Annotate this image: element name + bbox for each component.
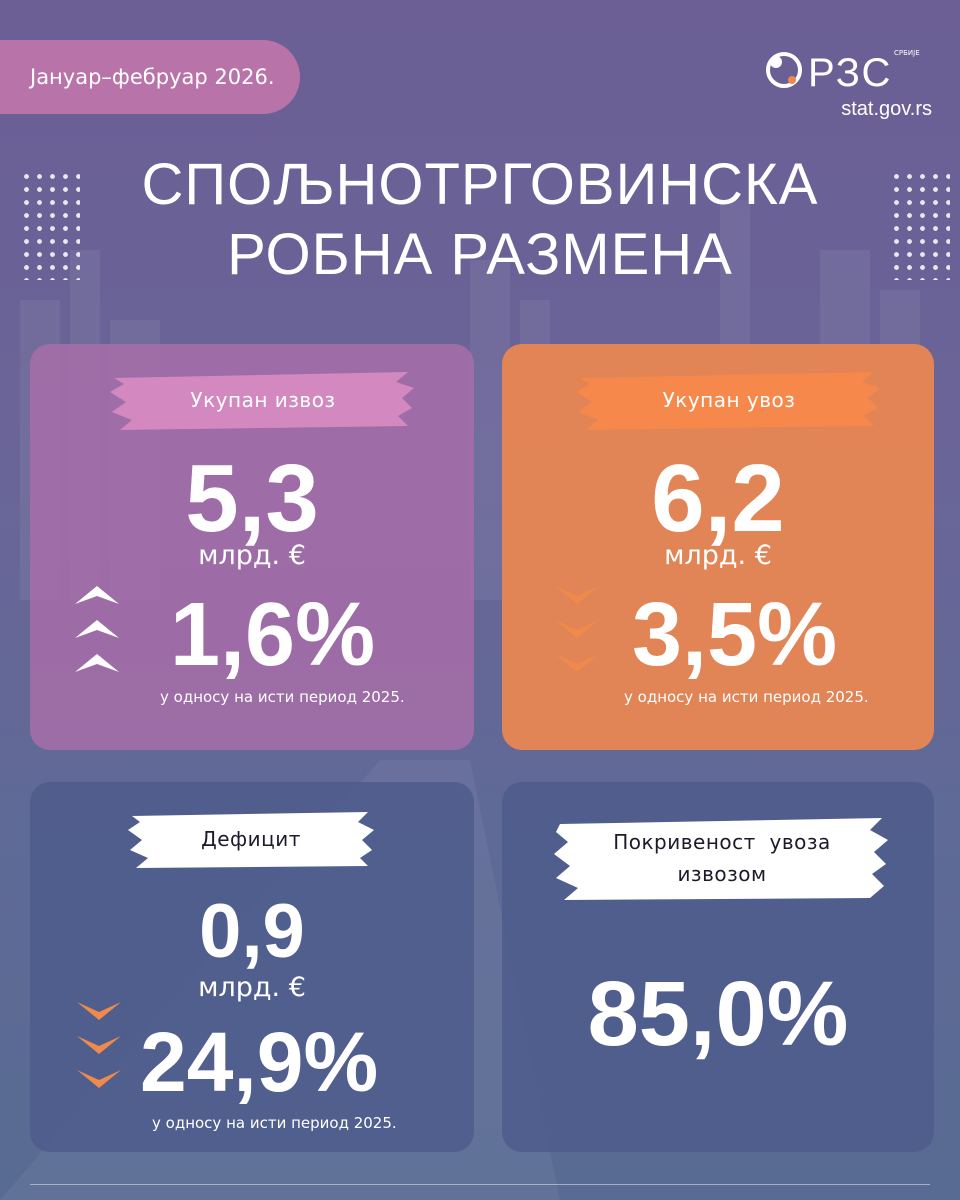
rzs-logo: РЗС СРБИЈЕ stat.gov.rs [762, 44, 932, 124]
import-label-brush: Укупан увоз [574, 368, 884, 432]
title-line-2: РОБНА РАЗМЕНА [227, 222, 733, 287]
coverage-value: 85,0% [587, 963, 849, 1065]
import-change: 3,5% [632, 585, 838, 685]
deficit-note: у односу на исти период 2025. [152, 1114, 397, 1132]
import-label: Укупан увоз [662, 388, 796, 412]
logo-mark: РЗС СРБИЈЕ [766, 49, 920, 92]
deficit-label-brush: Дефицит [126, 808, 376, 870]
coverage-label-brush: Покривеност увоза извозом [552, 814, 892, 902]
dots-right [890, 170, 950, 280]
export-card: Укупан извоз 5,3 млрд. € 1,6% у односу н… [30, 344, 474, 750]
coverage-label-line-1: Покривеност увоза [613, 830, 831, 854]
import-note: у односу на исти период 2025. [624, 688, 869, 706]
export-value: 5,3 [185, 445, 319, 552]
chevron-down-icon [555, 586, 599, 672]
import-value: 6,2 [651, 445, 785, 552]
page-title: СПОЉНОТРГОВИНСКА РОБНА РАЗМЕНА [0, 150, 960, 290]
import-card: Укупан увоз 6,2 млрд. € 3,5% у односу на… [502, 344, 934, 750]
deficit-label: Дефицит [201, 827, 301, 851]
svg-text:РЗС: РЗС [808, 51, 892, 92]
coverage-label: Покривеност увоза извозом [552, 814, 892, 902]
title-line-1: СПОЉНОТРГОВИНСКА [141, 152, 819, 217]
svg-text:СРБИЈЕ: СРБИЈЕ [894, 49, 920, 57]
coverage-label-line-2: извозом [677, 862, 767, 886]
coverage-card: Покривеност увоза извозом 85,0% [502, 782, 934, 1152]
deficit-change: 24,9% [140, 1015, 379, 1109]
deficit-value: 0,9 [199, 889, 305, 974]
export-change: 1,6% [170, 585, 376, 685]
export-label: Укупан извоз [190, 388, 336, 412]
period-label: Јануар–фебруар 2026. [30, 65, 275, 89]
deficit-unit: млрд. € [198, 972, 306, 1003]
deficit-card: Дефицит 0,9 млрд. € 24,9% у односу на ис… [30, 782, 474, 1152]
chevron-down-icon [77, 1002, 121, 1088]
export-label-brush: Укупан извоз [108, 368, 418, 432]
bottom-divider [30, 1184, 930, 1185]
chevron-up-icon [75, 586, 119, 672]
import-unit: млрд. € [664, 540, 772, 571]
period-pill: Јануар–фебруар 2026. [0, 40, 300, 114]
site-url[interactable]: stat.gov.rs [841, 98, 932, 120]
export-note: у односу на исти период 2025. [160, 688, 405, 706]
export-unit: млрд. € [198, 540, 306, 571]
dots-left [20, 170, 80, 280]
